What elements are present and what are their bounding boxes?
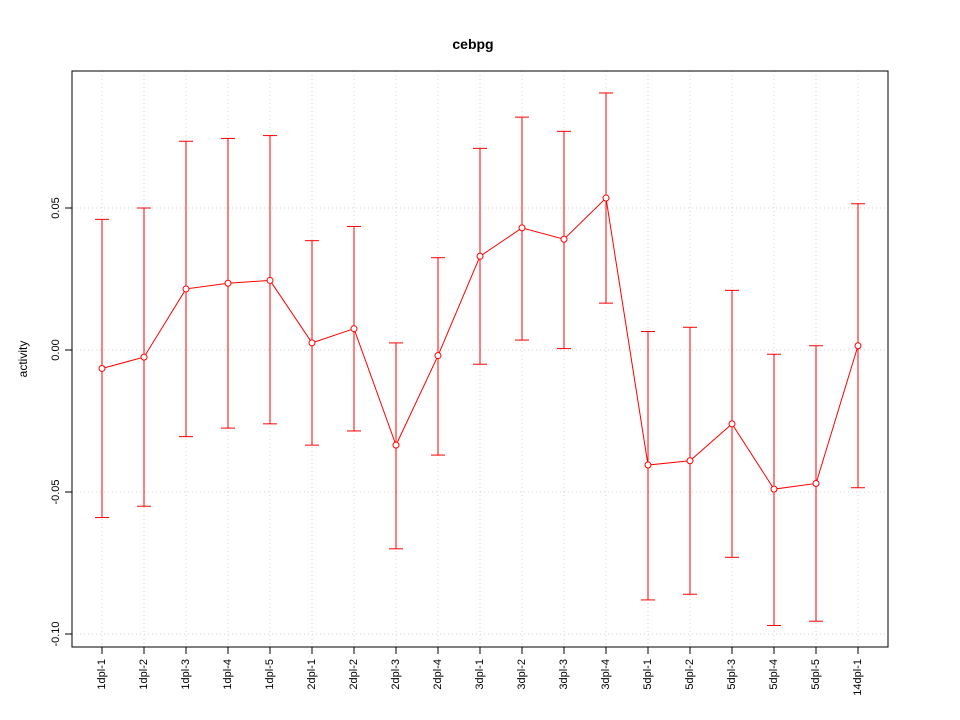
x-tick-label: 3dpl-4 bbox=[600, 659, 612, 690]
data-point bbox=[224, 279, 232, 287]
x-tick-label: 1dpl-3 bbox=[180, 659, 192, 690]
y-tick-label: -0.05 bbox=[50, 479, 62, 504]
x-tick-label: 2dpl-1 bbox=[306, 659, 318, 690]
y-tick-label: -0.10 bbox=[50, 621, 62, 646]
data-point bbox=[644, 461, 652, 469]
x-tick-label: 1dpl-1 bbox=[96, 659, 108, 690]
x-tick-label: 3dpl-3 bbox=[558, 659, 570, 690]
x-tick-label: 3dpl-1 bbox=[474, 659, 486, 690]
x-tick-label: 5dpl-5 bbox=[810, 659, 822, 690]
data-point bbox=[182, 285, 190, 293]
y-tick-label: 0.00 bbox=[50, 339, 62, 360]
x-tick-label: 2dpl-4 bbox=[432, 659, 444, 690]
x-tick-label: 14dpl-1 bbox=[852, 659, 864, 696]
x-tick-label: 5dpl-2 bbox=[684, 659, 696, 690]
x-tick-label: 2dpl-2 bbox=[348, 659, 360, 690]
data-point bbox=[266, 276, 274, 284]
data-point bbox=[728, 420, 736, 428]
x-tick-label: 5dpl-4 bbox=[768, 659, 780, 690]
data-point bbox=[560, 235, 568, 243]
x-tick-label: 1dpl-2 bbox=[138, 659, 150, 690]
y-axis: -0.10 -0.05 0.00 0.05 bbox=[50, 197, 72, 647]
data-point bbox=[518, 224, 526, 232]
data-point bbox=[854, 342, 862, 350]
data-point bbox=[476, 252, 484, 260]
data-point bbox=[686, 457, 694, 465]
chart-title: cebpg bbox=[452, 36, 493, 52]
data-point bbox=[434, 352, 442, 360]
x-axis: 1dpl-1 1dpl-2 1dpl-3 1dpl-4 1dpl-5 2dpl-1 2dpl… bbox=[96, 647, 864, 696]
x-tick-label: 2dpl-3 bbox=[390, 659, 402, 690]
data-point bbox=[602, 194, 610, 202]
data-point bbox=[770, 485, 778, 493]
data-point bbox=[812, 479, 820, 487]
data-point bbox=[98, 364, 106, 372]
x-tick-label: 5dpl-3 bbox=[726, 659, 738, 690]
plot-area bbox=[95, 92, 865, 626]
y-axis-label: activity bbox=[16, 341, 30, 378]
data-point bbox=[350, 325, 358, 333]
x-tick-label: 1dpl-5 bbox=[264, 659, 276, 690]
x-tick-label: 3dpl-2 bbox=[516, 659, 528, 690]
data-point bbox=[140, 353, 148, 361]
data-point bbox=[308, 339, 316, 347]
data-point bbox=[392, 441, 400, 449]
x-tick-label: 5dpl-1 bbox=[642, 659, 654, 690]
y-tick-label: 0.05 bbox=[50, 197, 62, 218]
x-tick-label: 1dpl-4 bbox=[222, 659, 234, 690]
